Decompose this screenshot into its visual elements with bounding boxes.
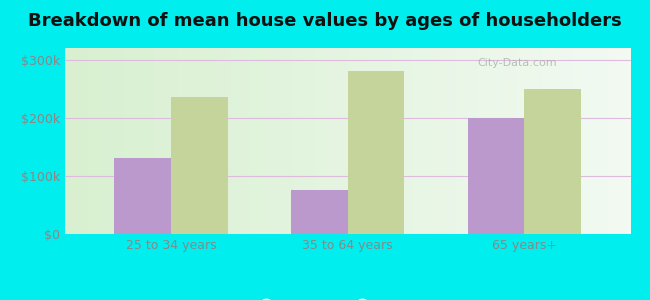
Bar [171,98,228,234]
Bar [468,118,525,234]
Text: Breakdown of mean house values by ages of householders: Breakdown of mean house values by ages o… [28,12,622,30]
Bar [348,71,404,234]
Bar [114,158,171,234]
Text: City-Data.com: City-Data.com [478,58,557,68]
Bar [291,190,348,234]
Legend: Lanagan, Missouri: Lanagan, Missouri [253,293,443,300]
Bar [525,89,581,234]
